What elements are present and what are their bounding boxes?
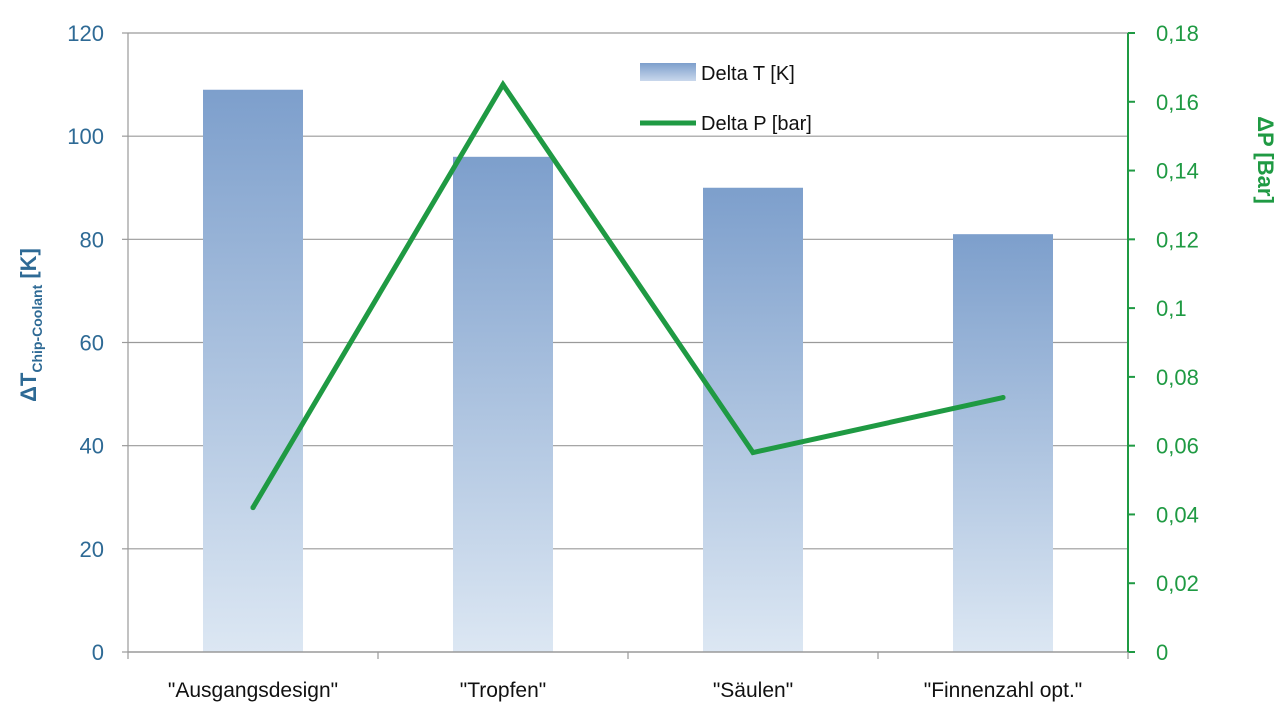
legend: Delta T [K] Delta P [bar] xyxy=(640,63,812,135)
bar-delta-t xyxy=(453,156,553,653)
y-right-tick-label: 0,18 xyxy=(1156,21,1199,46)
point-delta-p xyxy=(1000,395,1006,401)
y-axis-left-label-sub: Chip-Coolant xyxy=(29,284,45,372)
y-left-tick-label: 60 xyxy=(80,331,104,356)
bar-delta-t xyxy=(703,187,803,652)
legend-label-delta-t: Delta T [K] xyxy=(701,63,795,85)
y-right-tick-label: 0,16 xyxy=(1156,90,1199,115)
y-axis-left-label: ΔTChip-Coolant [K] xyxy=(16,248,45,402)
y-axis-right-label: ΔP [Bar] xyxy=(1253,116,1278,204)
y-right-tick-label: 0,06 xyxy=(1156,434,1199,459)
y-left-tick-label: 80 xyxy=(80,227,104,252)
point-delta-p xyxy=(750,450,756,456)
y-right-tick-label: 0,08 xyxy=(1156,365,1199,390)
point-delta-p xyxy=(250,505,256,511)
y-right-tick-label: 0 xyxy=(1156,640,1168,665)
x-tick-label: "Ausgangsdesign" xyxy=(168,679,338,702)
line-delta-p xyxy=(250,79,1006,511)
y-left-tick-label: 20 xyxy=(80,537,104,562)
x-tick-label: "Tropfen" xyxy=(460,679,547,702)
tick-labels: 0 20 40 60 80 100 120 0 0,02 0,04 0,06 0,08 0,1 0,12 0… xyxy=(67,21,1199,702)
point-delta-p xyxy=(500,82,506,88)
legend-label-delta-p: Delta P [bar] xyxy=(701,113,812,135)
y-left-tick-label: 40 xyxy=(80,434,104,459)
y-left-tick-label: 100 xyxy=(67,124,104,149)
y-right-tick-label: 0,02 xyxy=(1156,571,1199,596)
y-left-tick-label: 0 xyxy=(92,640,104,665)
bar-delta-t xyxy=(203,89,303,652)
y-right-tick-label: 0,12 xyxy=(1156,227,1199,252)
x-tick-label: "Säulen" xyxy=(713,679,793,702)
line-series-delta-p xyxy=(250,79,1006,511)
y-right-tick-label: 0,14 xyxy=(1156,159,1199,184)
y-left-tick-label: 120 xyxy=(67,21,104,46)
y-axis-left-label-main: ΔT xyxy=(16,372,41,402)
axes xyxy=(122,32,1135,659)
y-axis-left-label-unit: [K] xyxy=(16,248,41,285)
legend-swatch-delta-t xyxy=(640,63,696,81)
y-right-tick-label: 0,04 xyxy=(1156,502,1199,527)
bar-series-delta-t xyxy=(203,89,1053,653)
bar-delta-t xyxy=(953,234,1053,653)
x-tick-label: "Finnenzahl opt." xyxy=(924,679,1083,702)
y-right-tick-label: 0,1 xyxy=(1156,296,1187,321)
